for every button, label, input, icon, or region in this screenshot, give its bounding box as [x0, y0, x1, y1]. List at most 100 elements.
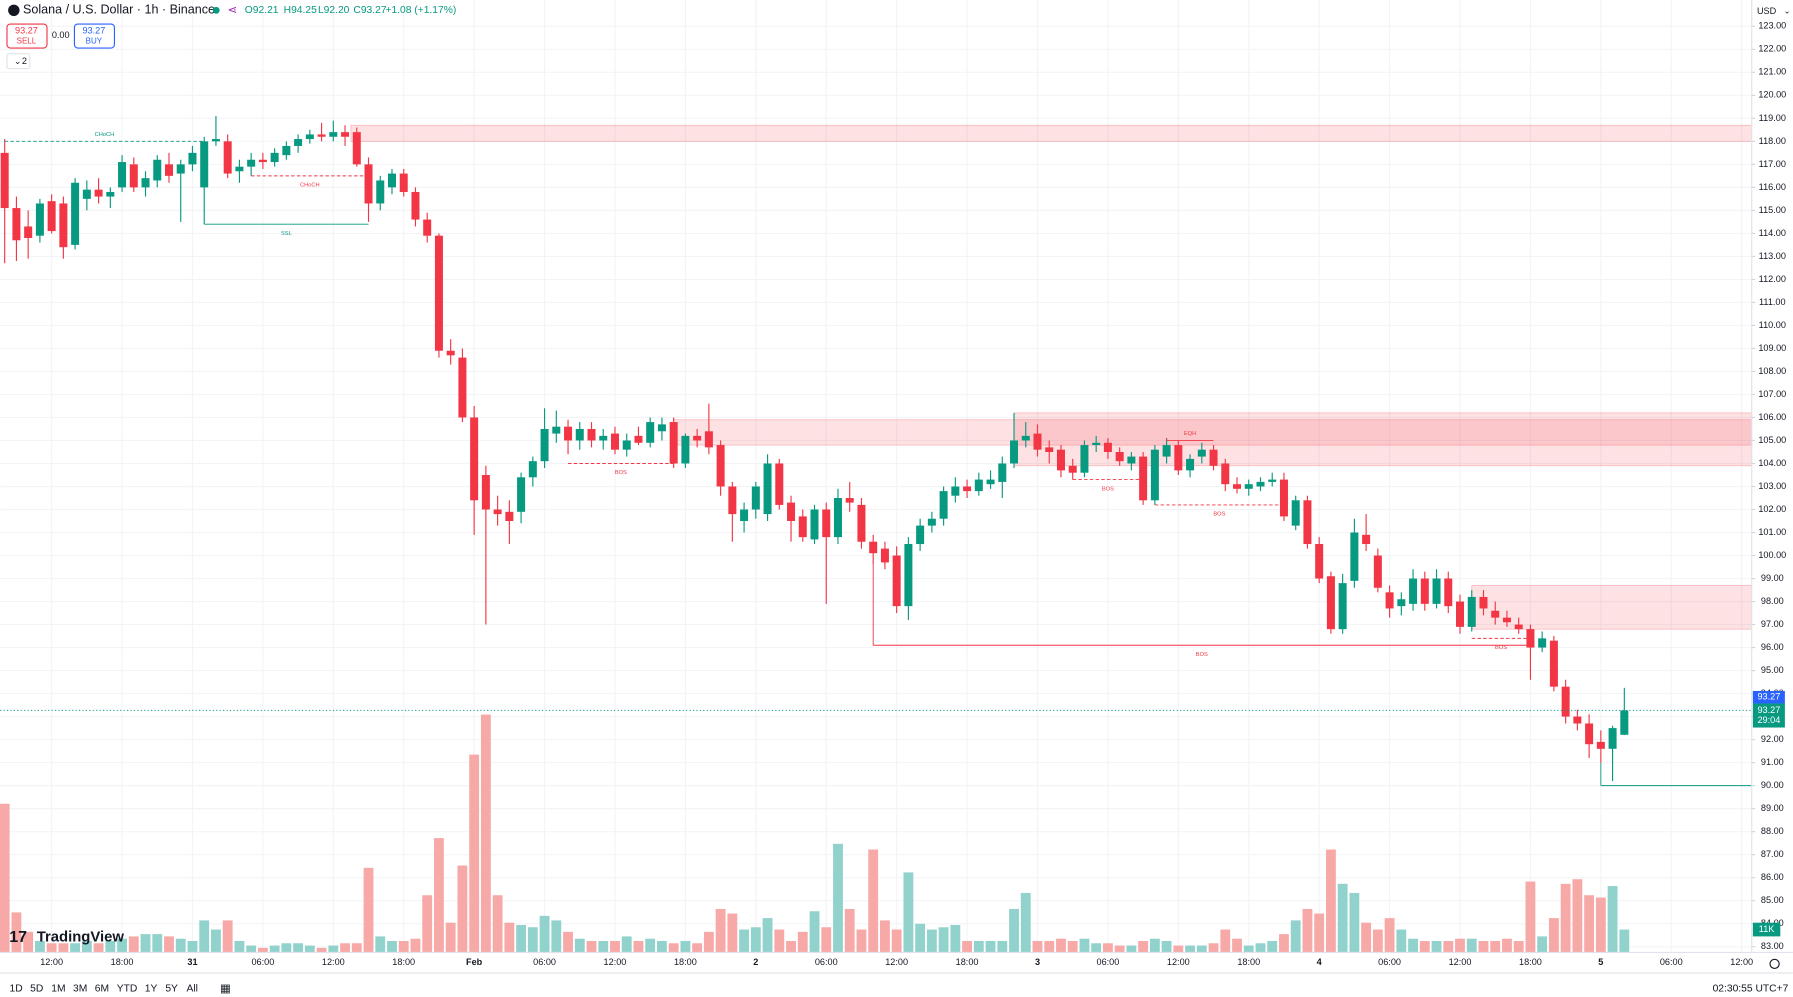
candle-body [258, 159, 267, 163]
volume-bar [328, 945, 339, 953]
candle-body [305, 134, 314, 140]
logo[interactable]: TradingView [37, 929, 125, 945]
volume-bar [70, 943, 81, 953]
sell-button[interactable] [6, 23, 48, 49]
settings-icon[interactable] [1769, 958, 1780, 969]
volume-bar [23, 931, 34, 953]
volume-bar [1255, 943, 1266, 953]
y-tick-label: 92.00 [1761, 734, 1784, 744]
x-tick-label: 18:00 [392, 957, 415, 967]
range-button[interactable]: 1D [10, 984, 23, 995]
candle-body [1010, 440, 1019, 464]
candle-body [376, 180, 385, 204]
volume-bar [257, 947, 268, 953]
candle-body [188, 152, 197, 165]
candle-body [1585, 723, 1594, 745]
volume-bar [1478, 940, 1489, 953]
candle-body [810, 509, 819, 540]
candle-body [1186, 458, 1195, 471]
candle-body [294, 139, 303, 146]
x-tick-label: 18:00 [1237, 957, 1260, 967]
y-tick-label: 96.00 [1761, 642, 1784, 652]
candle-body [164, 164, 174, 176]
volume-bar [340, 943, 350, 953]
volume-bar [34, 940, 45, 953]
volume-bar [891, 929, 902, 953]
candle-body [82, 189, 91, 199]
volume-bar [445, 922, 456, 953]
range-button[interactable]: 1Y [145, 984, 158, 995]
y-tick-label: 116.00 [1759, 182, 1786, 192]
candle-body [1502, 617, 1511, 623]
volume-bar [1572, 879, 1583, 953]
calendar-icon[interactable]: ▦ [220, 983, 231, 995]
volume-bar [926, 929, 937, 953]
candle-body [540, 428, 549, 462]
x-tick-label: 06:00 [533, 957, 556, 967]
volume-bar [539, 915, 550, 953]
volume-bar [351, 943, 362, 953]
candle-body [681, 435, 690, 464]
indicators-toggle[interactable] [6, 53, 31, 70]
volume-bar [234, 940, 245, 953]
x-tick-label: 12:00 [1449, 957, 1472, 967]
structure-label: BOS [1495, 645, 1507, 651]
volume-bar [739, 929, 750, 953]
volume-bar [727, 913, 738, 953]
volume-bar [81, 940, 92, 953]
y-tick-label: 107.00 [1758, 389, 1786, 399]
buy-button[interactable] [73, 23, 116, 49]
candle-body [646, 422, 655, 443]
clock[interactable]: 02:30:55 UTC+7 [1713, 984, 1789, 995]
candle-body [71, 182, 80, 245]
volume-bar [1079, 938, 1090, 953]
volume-bar [469, 754, 480, 953]
range-button[interactable]: YTD [117, 984, 138, 995]
candle-body [1209, 449, 1218, 466]
candle-body [599, 435, 608, 441]
candle-body [1244, 484, 1253, 489]
symbol-title[interactable]: Solana / U.S. Dollar · 1h · Binance [23, 3, 215, 17]
candle-body [493, 509, 502, 515]
supply-zone [350, 124, 1753, 142]
structure-label: CHoCH [95, 132, 115, 138]
y-tick-label: 119.00 [1759, 113, 1786, 123]
candle-body [1021, 435, 1030, 441]
volume-bar [410, 938, 421, 953]
candle-body [12, 208, 21, 241]
range-button[interactable]: 6M [95, 984, 109, 995]
candle-body [1291, 500, 1300, 526]
y-tick-label: 106.00 [1758, 412, 1786, 422]
range-button[interactable]: 3M [73, 984, 87, 995]
candle-body [247, 159, 256, 167]
volume-bar [1091, 943, 1102, 953]
supply-zone [1471, 585, 1753, 630]
y-tick-label: 103.00 [1758, 481, 1786, 491]
volume-bar [1126, 945, 1137, 953]
range-button[interactable]: 5D [30, 984, 43, 995]
candle-body [1409, 578, 1418, 604]
candle-body [1068, 465, 1077, 473]
volume-bar [117, 938, 127, 953]
y-tick-label: 105.00 [1758, 435, 1786, 445]
range-button[interactable]: 5Y [165, 984, 178, 995]
volume-bar [1149, 938, 1160, 953]
range-button[interactable]: All [186, 984, 197, 995]
candle-body [364, 164, 373, 204]
share-icon[interactable]: ⋖ [228, 4, 238, 16]
candle-body [1491, 610, 1500, 618]
y-tick-label: 114.00 [1759, 228, 1786, 238]
candle-body [587, 428, 596, 441]
candle-body [904, 544, 913, 607]
y-tick-label: 91.00 [1761, 757, 1784, 767]
candle-body [47, 201, 56, 232]
sell-label: SELL [17, 36, 37, 45]
candle-body [892, 555, 901, 607]
x-tick-label: 18:00 [1519, 957, 1542, 967]
ohlc-low: L92.20 [318, 5, 350, 16]
candle-body [1620, 710, 1629, 735]
candle-body [446, 350, 455, 356]
volume-bar [856, 929, 867, 953]
range-button[interactable]: 1M [51, 984, 65, 995]
currency[interactable]: USD [1757, 6, 1777, 16]
